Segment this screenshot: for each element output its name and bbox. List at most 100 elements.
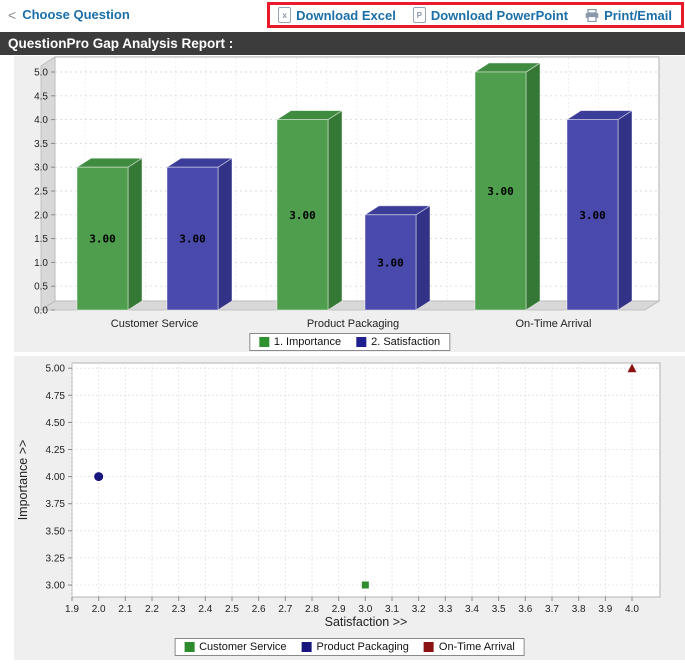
svg-text:2.1: 2.1 (118, 604, 132, 615)
download-actions-highlight-box: x Download Excel P Download PowerPoint P… (267, 2, 684, 28)
topbar: < Choose Question x Download Excel P Dow… (0, 0, 685, 30)
legend-item: 2. Satisfaction (356, 336, 440, 348)
legend-label: 1. Importance (273, 336, 342, 348)
page-title: QuestionPro Gap Analysis Report : (8, 36, 234, 51)
legend-swatch (301, 642, 312, 652)
choose-question-link[interactable]: < Choose Question (8, 7, 130, 22)
svg-text:3.6: 3.6 (518, 604, 532, 615)
svg-text:4.0: 4.0 (34, 115, 48, 126)
download-excel-link[interactable]: x Download Excel (278, 7, 396, 23)
svg-text:3.00: 3.00 (289, 209, 316, 222)
svg-text:3.00: 3.00 (46, 581, 66, 592)
bar-chart-legend: 1. Importance 2. Satisfaction (248, 333, 451, 351)
legend-swatch (356, 337, 367, 347)
svg-text:1.9: 1.9 (65, 604, 79, 615)
svg-text:4.5: 4.5 (34, 91, 48, 102)
svg-text:4.75: 4.75 (46, 391, 66, 402)
scatter-point-customer-service (361, 581, 369, 589)
svg-text:3.75: 3.75 (46, 499, 66, 510)
svg-text:1.0: 1.0 (34, 258, 48, 269)
legend-label: On-Time Arrival (438, 641, 515, 653)
svg-text:Customer Service: Customer Service (111, 318, 198, 330)
scatter-chart-legend: Customer Service Product Packaging On-Time… (174, 638, 525, 656)
choose-question-label: Choose Question (22, 7, 130, 22)
download-excel-label: Download Excel (296, 7, 396, 23)
svg-text:3.0: 3.0 (34, 163, 48, 174)
bar-1-importance-0: 3.00 (75, 157, 144, 311)
svg-text:Product Packaging: Product Packaging (307, 318, 399, 330)
svg-text:3.00: 3.00 (377, 256, 404, 269)
svg-text:3.4: 3.4 (465, 604, 479, 615)
legend-item: Customer Service (184, 641, 287, 653)
bar-1-importance-2: 3.00 (473, 62, 542, 311)
svg-text:2.5: 2.5 (225, 604, 239, 615)
svg-text:2.2: 2.2 (145, 604, 159, 615)
svg-text:4.00: 4.00 (46, 472, 66, 483)
legend-item: On-Time Arrival (423, 641, 515, 653)
gap-bar-chart: 0.0 0.5 1.0 1.5 2.0 2.5 3.0 3.5 4.0 4.5 5.0 3.00 3.0… (14, 56, 685, 352)
download-powerpoint-label: Download PowerPoint (430, 7, 569, 23)
legend-label: Customer Service (199, 641, 287, 653)
svg-text:1.5: 1.5 (34, 234, 48, 245)
print-email-link[interactable]: Print/Email (585, 8, 672, 23)
svg-text:3.3: 3.3 (438, 604, 452, 615)
svg-text:3.8: 3.8 (572, 604, 586, 615)
svg-text:Satisfaction >>: Satisfaction >> (325, 615, 408, 629)
bar-2-satisfaction-0: 3.00 (165, 157, 234, 311)
svg-text:3.5: 3.5 (492, 604, 506, 615)
svg-text:2.0: 2.0 (92, 604, 106, 615)
svg-text:2.9: 2.9 (332, 604, 346, 615)
legend-swatch (184, 642, 195, 652)
svg-text:3.00: 3.00 (89, 233, 116, 246)
legend-label: Product Packaging (316, 641, 409, 653)
bar-2-satisfaction-2: 3.00 (565, 109, 634, 311)
svg-text:2.6: 2.6 (252, 604, 266, 615)
scatter-chart-canvas: 1.9 2.0 2.1 2.2 2.3 2.4 2.5 2.6 2.7 2.8 2.9 3.0 3.1 3… (16, 362, 661, 629)
svg-text:2.0: 2.0 (34, 210, 48, 221)
svg-text:4.50: 4.50 (46, 418, 66, 429)
bar-1-importance-1: 3.00 (275, 109, 344, 311)
svg-text:3.1: 3.1 (385, 604, 399, 615)
back-chevron-icon: < (8, 6, 17, 23)
svg-text:3.0: 3.0 (358, 604, 372, 615)
svg-text:3.00: 3.00 (179, 233, 206, 246)
svg-text:3.00: 3.00 (487, 185, 514, 198)
download-powerpoint-link[interactable]: P Download PowerPoint (412, 7, 569, 23)
svg-text:Importance >>: Importance >> (16, 440, 30, 521)
svg-text:2.7: 2.7 (278, 604, 292, 615)
excel-file-icon: x (278, 7, 292, 23)
legend-swatch (423, 642, 434, 652)
svg-text:3.00: 3.00 (579, 209, 606, 222)
svg-text:2.4: 2.4 (198, 604, 212, 615)
gap-scatter-chart: 1.9 2.0 2.1 2.2 2.3 2.4 2.5 2.6 2.7 2.8 2.9 3.0 3.1 3… (14, 356, 685, 660)
bar-2-satisfaction-1: 3.00 (363, 205, 432, 311)
print-email-label: Print/Email (604, 7, 672, 23)
svg-text:3.25: 3.25 (46, 553, 66, 564)
legend-swatch (258, 337, 269, 347)
report-title-bar: QuestionPro Gap Analysis Report : (0, 32, 685, 55)
legend-item: 1. Importance (258, 336, 342, 348)
powerpoint-file-icon: P (412, 7, 426, 23)
svg-text:3.5: 3.5 (34, 139, 48, 150)
svg-text:0.5: 0.5 (34, 282, 48, 293)
svg-text:3.2: 3.2 (412, 604, 426, 615)
legend-label: 2. Satisfaction (371, 336, 441, 348)
svg-text:5.00: 5.00 (46, 364, 66, 375)
svg-text:2.8: 2.8 (305, 604, 319, 615)
svg-text:3.7: 3.7 (545, 604, 559, 615)
svg-text:On-Time Arrival: On-Time Arrival (516, 318, 592, 330)
svg-text:4.0: 4.0 (625, 604, 639, 615)
svg-text:4.25: 4.25 (46, 445, 66, 456)
svg-text:3.50: 3.50 (46, 526, 66, 537)
scatter-point-product-packaging (94, 472, 104, 482)
legend-item: Product Packaging (301, 641, 409, 653)
printer-icon (585, 8, 599, 22)
svg-text:3.9: 3.9 (598, 604, 612, 615)
scatter-point-on-time-arrival (627, 363, 637, 373)
bar-chart-canvas: 0.0 0.5 1.0 1.5 2.0 2.5 3.0 3.5 4.0 4.5 5.0 3.00 3.0… (34, 56, 661, 330)
svg-text:2.5: 2.5 (34, 187, 48, 198)
svg-text:2.3: 2.3 (172, 604, 186, 615)
svg-text:5.0: 5.0 (34, 68, 48, 79)
svg-text:0.0: 0.0 (34, 306, 48, 317)
